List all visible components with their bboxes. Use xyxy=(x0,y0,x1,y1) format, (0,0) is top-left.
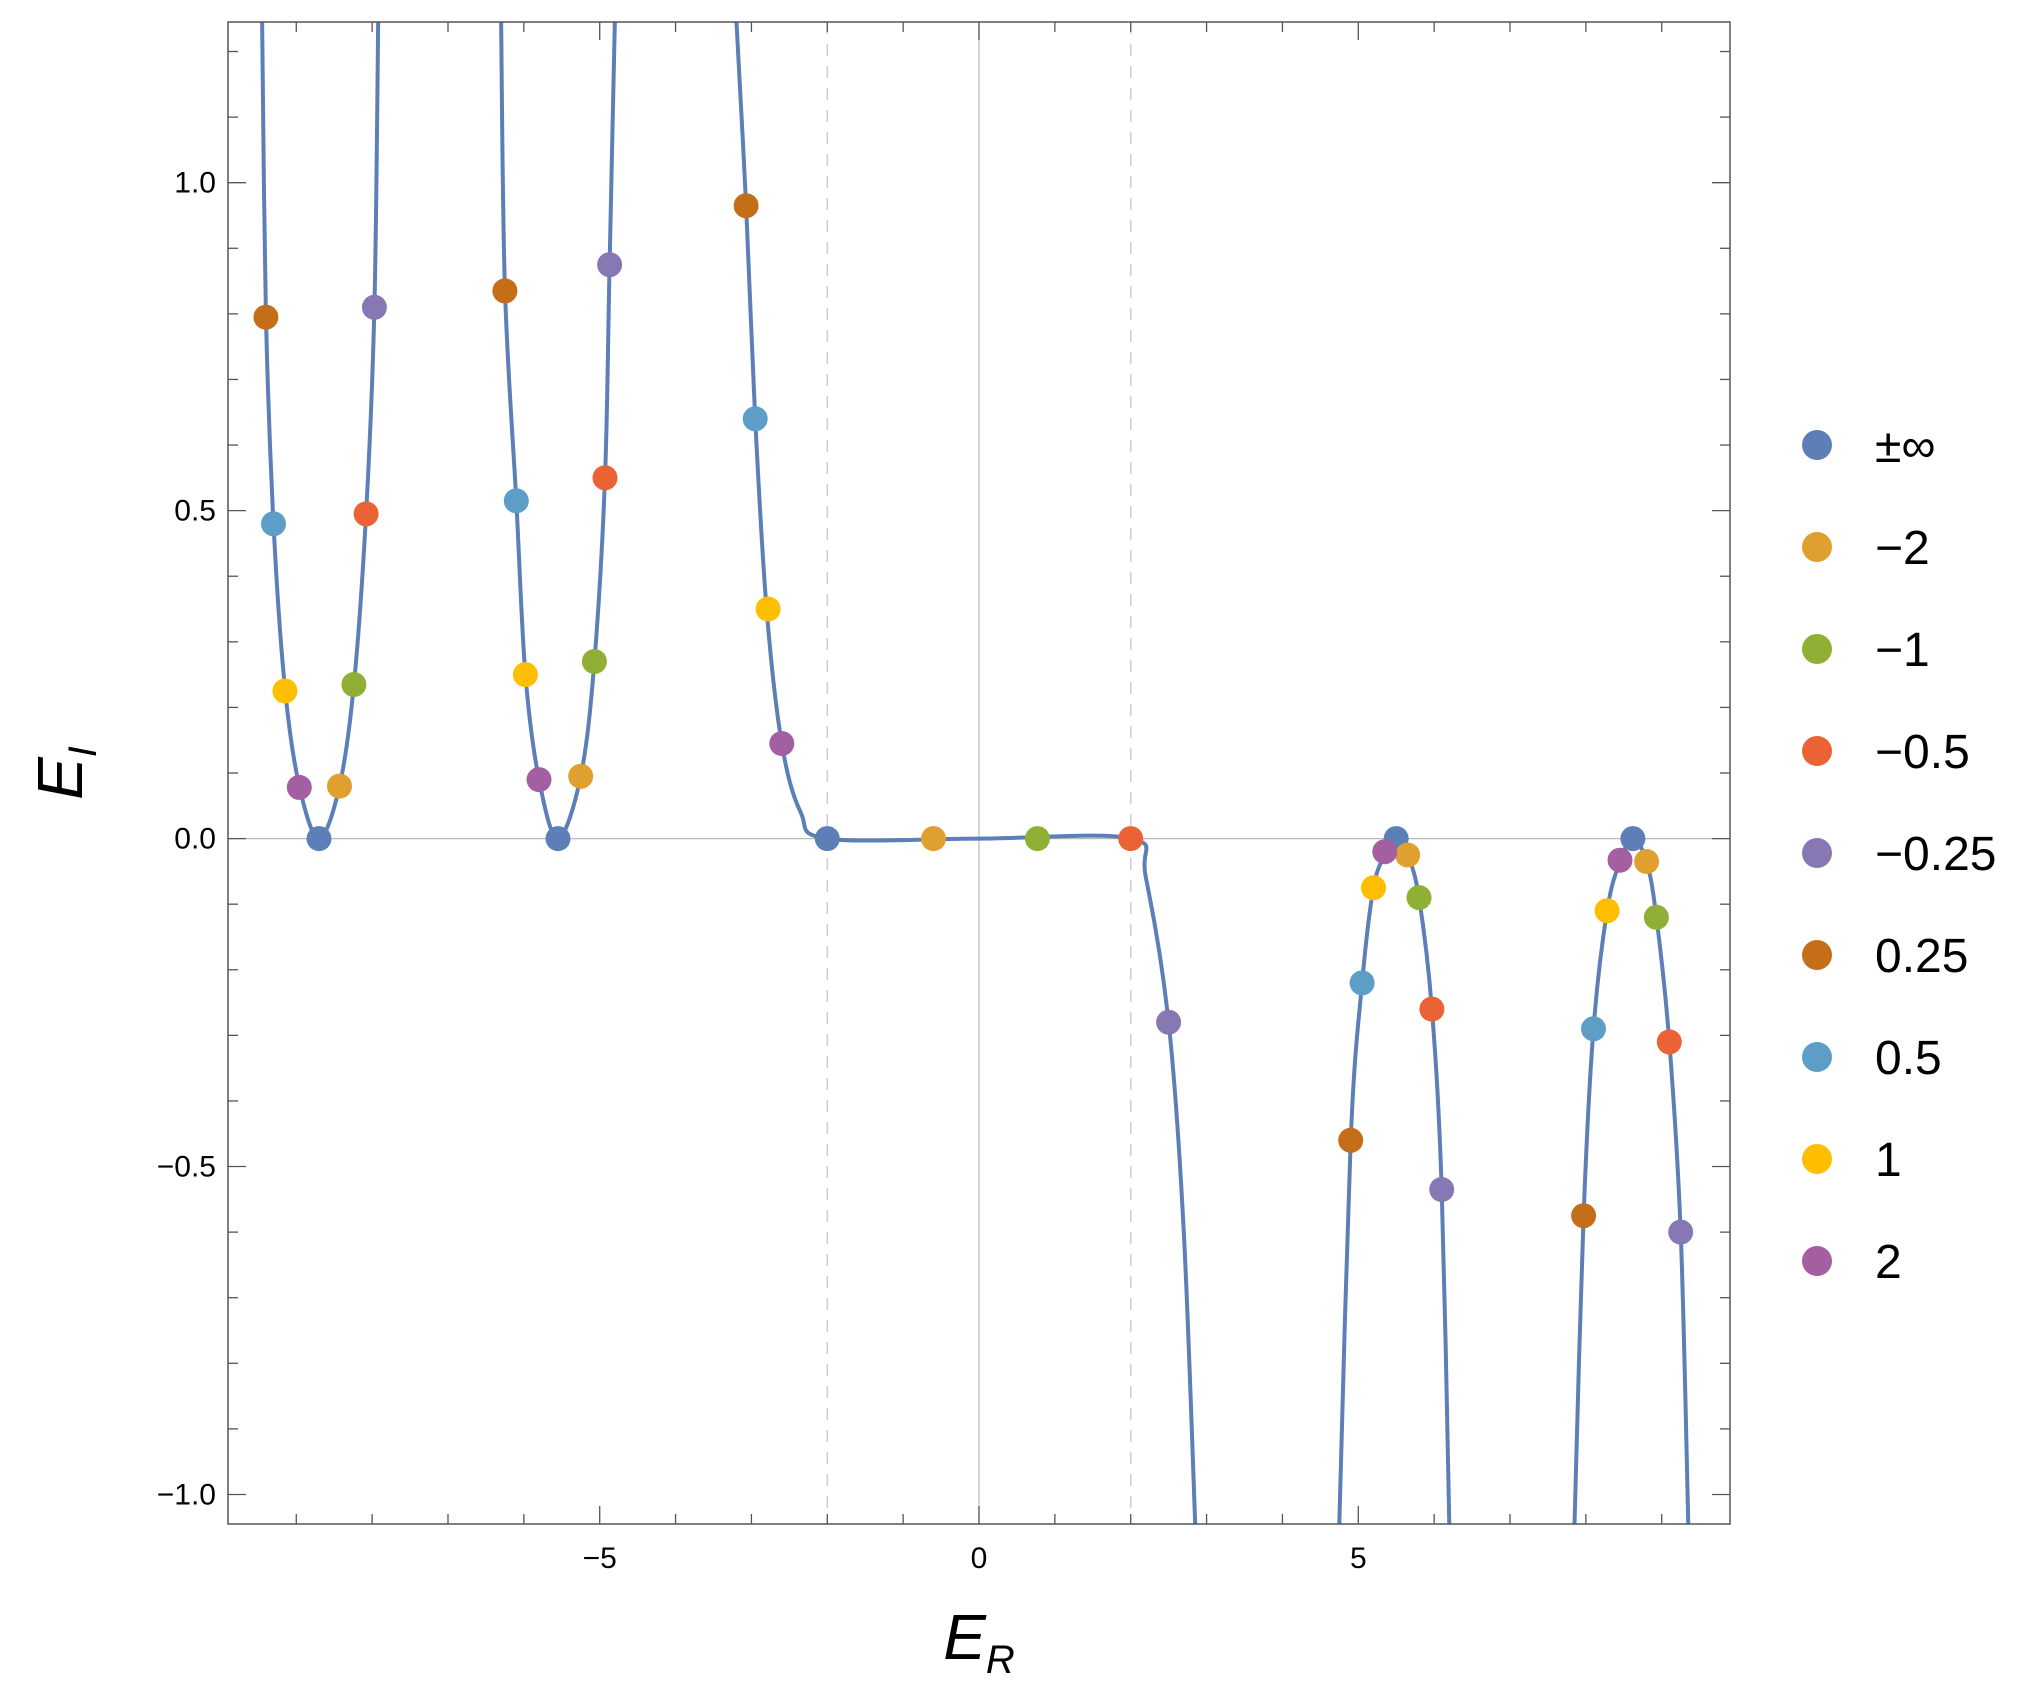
tick-labels: −5 0 5 −1.0 −0.5 0.0 0.5 1.0 xyxy=(157,167,1367,1575)
data-points xyxy=(253,193,1694,1245)
data-point xyxy=(306,826,332,852)
data-point xyxy=(921,826,946,852)
data-point xyxy=(341,672,367,697)
legend-swatch xyxy=(1802,1042,1832,1072)
data-point xyxy=(1349,970,1375,996)
legend-swatch xyxy=(1802,940,1832,970)
data-point xyxy=(1338,1127,1364,1153)
legend-swatch xyxy=(1802,634,1832,664)
data-point xyxy=(545,826,571,852)
legend-label: ±∞ xyxy=(1875,420,1936,473)
tick-marks xyxy=(228,22,1730,1524)
data-point xyxy=(755,596,781,622)
data-point xyxy=(286,774,312,800)
data-point xyxy=(814,826,840,852)
x-tick-label: 0 xyxy=(971,1542,988,1575)
legend-swatch xyxy=(1802,838,1832,868)
data-point xyxy=(742,406,768,432)
x-axis-title: ER xyxy=(943,1601,1015,1682)
curve-branch xyxy=(734,22,1198,1524)
reference-lines xyxy=(228,22,1730,1524)
curve-branch xyxy=(1572,836,1691,1524)
data-point xyxy=(733,193,759,219)
x-tick-label: 5 xyxy=(1350,1542,1367,1575)
data-point xyxy=(1395,842,1421,868)
data-point xyxy=(361,294,387,320)
legend-label: 1 xyxy=(1875,1134,1902,1187)
data-point xyxy=(568,763,594,789)
data-point xyxy=(1571,1203,1597,1229)
x-tick-label: −5 xyxy=(583,1542,617,1575)
data-point xyxy=(1361,875,1386,901)
y-tick-label: 0.5 xyxy=(174,495,216,528)
data-point xyxy=(1118,826,1144,852)
y-tick-label: 1.0 xyxy=(174,167,216,200)
data-point xyxy=(503,488,529,514)
legend-swatch xyxy=(1802,1246,1832,1276)
legend: ±∞ −2 −1 −0.5 −0.25 0.25 0.5 1 2 xyxy=(1802,420,1996,1289)
data-point xyxy=(492,278,518,304)
legend-swatch xyxy=(1802,736,1832,766)
data-point xyxy=(261,511,286,537)
data-point xyxy=(1656,1029,1682,1055)
legend-label: 2 xyxy=(1875,1236,1902,1289)
data-point xyxy=(1620,826,1646,852)
data-point xyxy=(1406,885,1432,911)
legend-label: −0.5 xyxy=(1875,726,1970,779)
legend-swatch xyxy=(1802,430,1832,460)
data-point xyxy=(1607,847,1633,873)
data-point xyxy=(1581,1016,1606,1042)
data-point xyxy=(1429,1177,1455,1202)
legend-swatch xyxy=(1802,1144,1832,1174)
y-tick-label: −0.5 xyxy=(157,1151,216,1184)
data-point xyxy=(1156,1009,1182,1035)
curve-branch xyxy=(499,22,617,841)
data-point xyxy=(597,252,623,278)
data-point xyxy=(272,678,298,704)
data-point xyxy=(526,767,552,793)
data-point xyxy=(512,662,538,688)
y-axis-title: EI xyxy=(24,746,105,800)
y-tick-label: 0.0 xyxy=(174,823,216,856)
y-tick-label: −1.0 xyxy=(157,1478,216,1511)
data-point xyxy=(253,304,279,330)
data-point xyxy=(769,731,795,756)
data-point xyxy=(592,465,618,491)
curve-branch xyxy=(260,22,381,841)
legend-label: 0.25 xyxy=(1875,930,1968,983)
data-point xyxy=(1372,839,1398,865)
data-point xyxy=(1668,1219,1694,1245)
data-point xyxy=(581,649,607,674)
legend-label: 0.5 xyxy=(1875,1032,1942,1085)
data-point xyxy=(353,501,379,527)
legend-swatch xyxy=(1802,532,1832,562)
curve-group xyxy=(260,22,1691,1524)
legend-label: −1 xyxy=(1875,624,1930,677)
data-point xyxy=(1419,996,1445,1022)
data-point xyxy=(1024,826,1050,852)
legend-label: −2 xyxy=(1875,522,1930,575)
data-point xyxy=(1643,904,1669,930)
data-point xyxy=(1594,898,1620,924)
data-point xyxy=(327,773,352,799)
data-point xyxy=(1634,849,1660,874)
legend-label: −0.25 xyxy=(1875,828,1996,881)
